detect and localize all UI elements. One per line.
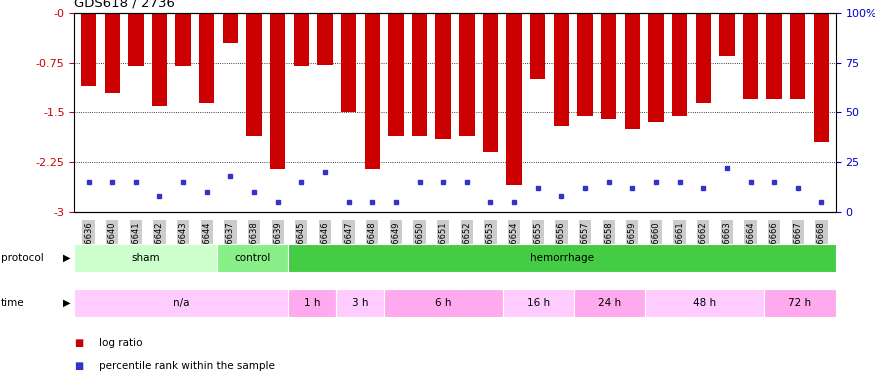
Bar bbox=[814, 13, 829, 142]
Bar bbox=[336, 289, 383, 317]
Bar bbox=[80, 13, 96, 86]
Bar bbox=[625, 13, 640, 129]
Bar bbox=[696, 13, 710, 103]
Bar bbox=[646, 289, 764, 317]
Text: ▶: ▶ bbox=[62, 298, 70, 308]
Text: ■: ■ bbox=[74, 338, 84, 348]
Text: sham: sham bbox=[131, 253, 160, 263]
Text: percentile rank within the sample: percentile rank within the sample bbox=[99, 361, 275, 370]
Bar bbox=[459, 13, 474, 136]
Bar bbox=[672, 13, 687, 116]
Bar bbox=[530, 13, 545, 80]
Text: 48 h: 48 h bbox=[693, 298, 717, 308]
Bar bbox=[743, 13, 759, 99]
Text: 3 h: 3 h bbox=[352, 298, 368, 308]
Bar bbox=[200, 13, 214, 103]
Bar bbox=[502, 289, 574, 317]
Bar bbox=[483, 13, 498, 152]
Text: 1 h: 1 h bbox=[304, 298, 320, 308]
Text: ▶: ▶ bbox=[62, 253, 70, 263]
Text: protocol: protocol bbox=[1, 253, 44, 263]
Bar bbox=[790, 13, 806, 99]
Bar bbox=[574, 289, 646, 317]
Text: log ratio: log ratio bbox=[99, 338, 143, 348]
Bar bbox=[318, 13, 332, 65]
Bar bbox=[217, 244, 289, 272]
Bar bbox=[648, 13, 663, 122]
Bar bbox=[766, 13, 782, 99]
Bar bbox=[341, 13, 356, 112]
Bar bbox=[507, 13, 522, 185]
Text: 24 h: 24 h bbox=[598, 298, 621, 308]
Bar bbox=[289, 289, 336, 317]
Bar bbox=[270, 13, 285, 169]
Bar bbox=[388, 13, 403, 136]
Bar bbox=[436, 13, 451, 139]
Bar bbox=[601, 13, 616, 119]
Bar bbox=[74, 244, 217, 272]
Text: time: time bbox=[1, 298, 24, 308]
Bar bbox=[764, 289, 836, 317]
Text: 6 h: 6 h bbox=[435, 298, 452, 308]
Bar bbox=[128, 13, 144, 66]
Bar bbox=[719, 13, 734, 56]
Bar bbox=[104, 13, 120, 93]
Bar bbox=[578, 13, 592, 116]
Text: GDS618 / 2736: GDS618 / 2736 bbox=[74, 0, 175, 9]
Bar bbox=[554, 13, 569, 126]
Bar bbox=[247, 13, 262, 136]
Text: 72 h: 72 h bbox=[788, 298, 811, 308]
Bar bbox=[223, 13, 238, 43]
Text: 16 h: 16 h bbox=[527, 298, 550, 308]
Bar bbox=[151, 13, 167, 106]
Bar bbox=[74, 289, 289, 317]
Bar bbox=[176, 13, 191, 66]
Text: control: control bbox=[234, 253, 271, 263]
Bar bbox=[383, 289, 502, 317]
Bar bbox=[289, 244, 836, 272]
Text: n/a: n/a bbox=[173, 298, 190, 308]
Bar bbox=[412, 13, 427, 136]
Text: hemorrhage: hemorrhage bbox=[530, 253, 594, 263]
Text: ■: ■ bbox=[74, 361, 84, 370]
Bar bbox=[294, 13, 309, 66]
Bar bbox=[365, 13, 380, 169]
